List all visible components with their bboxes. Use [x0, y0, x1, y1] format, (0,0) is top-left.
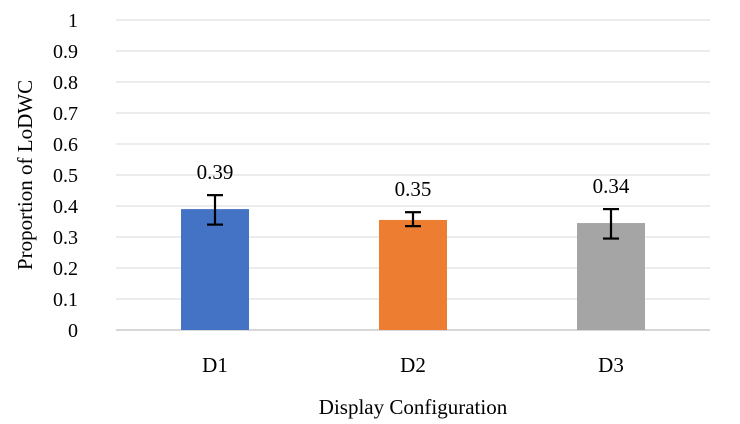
bars	[181, 209, 645, 330]
y-tick-label: 0.3	[53, 227, 78, 249]
error-bar-d3	[603, 208, 619, 240]
data-labels: 0.39 0.35 0.34	[197, 160, 630, 201]
y-tick-label: 0.7	[53, 103, 78, 125]
data-label-d3: 0.34	[593, 174, 630, 198]
y-tick-label: 0.8	[53, 72, 78, 94]
y-tick-label: 0.5	[53, 165, 78, 187]
error-bar-d1	[207, 194, 223, 226]
x-axis-tick-labels: D1 D2 D3	[202, 353, 624, 377]
bar-d1	[181, 209, 249, 330]
bar-d2	[379, 219, 447, 330]
y-axis-title: Proportion of LoDWC	[13, 80, 37, 270]
y-tick-label: 0	[68, 320, 78, 342]
data-label-d1: 0.39	[197, 160, 234, 184]
x-tick-label-d3: D3	[598, 353, 624, 377]
y-tick-label: 1	[68, 10, 78, 32]
y-tick-label: 0.9	[53, 41, 78, 63]
y-axis-tick-labels: 0 0.1 0.2 0.3 0.4 0.5 0.6 0.7 0.8 0.9 1	[53, 10, 78, 342]
y-tick-label: 0.1	[53, 289, 78, 311]
y-tick-label: 0.6	[53, 134, 78, 156]
x-tick-label-d2: D2	[400, 353, 426, 377]
bar-d3	[577, 223, 645, 330]
y-tick-label: 0.4	[53, 196, 78, 218]
x-tick-label-d1: D1	[202, 353, 228, 377]
x-axis-title: Display Configuration	[319, 395, 508, 419]
error-bar-d2	[405, 211, 421, 228]
data-label-d2: 0.35	[395, 177, 432, 201]
y-tick-label: 0.2	[53, 258, 78, 280]
error-bars	[207, 194, 619, 240]
